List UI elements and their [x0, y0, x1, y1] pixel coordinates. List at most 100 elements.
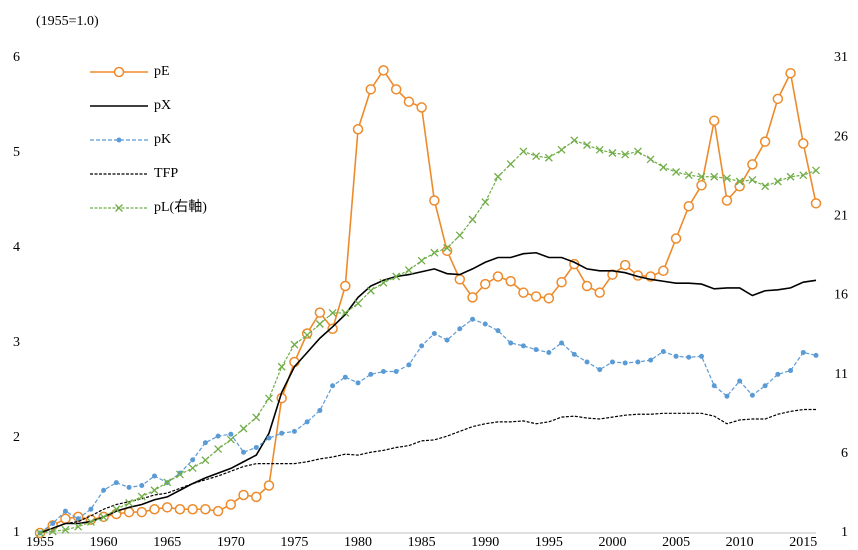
point: [495, 328, 501, 334]
point: [215, 433, 221, 439]
legend-label: TFP: [154, 166, 178, 181]
y-tick-label: 5: [13, 145, 20, 160]
point: [48, 527, 57, 536]
point: [609, 359, 615, 365]
point: [136, 506, 148, 518]
point: [50, 521, 56, 526]
point: [519, 147, 528, 156]
point: [686, 354, 692, 360]
point: [711, 383, 717, 389]
point: [786, 172, 795, 181]
x-tick-label: 1970: [217, 535, 245, 550]
point: [290, 340, 299, 349]
point: [393, 369, 399, 374]
point: [518, 287, 529, 298]
point: [670, 233, 682, 244]
point: [315, 320, 324, 328]
y-tick-label: 4: [13, 240, 20, 255]
point: [594, 287, 605, 298]
point: [772, 93, 784, 105]
point: [621, 150, 630, 159]
point: [263, 480, 275, 491]
point: [622, 360, 628, 366]
point: [543, 293, 555, 304]
point: [788, 368, 794, 374]
series-line: [39, 251, 817, 534]
x-tick-label: 1955: [26, 535, 54, 550]
point: [378, 65, 389, 76]
point: [571, 351, 577, 357]
point: [761, 182, 770, 191]
point: [708, 115, 720, 126]
point: [60, 513, 71, 524]
point: [330, 383, 336, 389]
point: [660, 349, 666, 355]
point: [544, 153, 553, 162]
point: [341, 308, 350, 317]
point: [419, 343, 425, 349]
x-tick-label: 1990: [471, 535, 499, 550]
point: [365, 84, 377, 95]
point: [581, 280, 593, 292]
point: [748, 175, 757, 184]
point: [188, 464, 197, 473]
point: [775, 371, 781, 377]
point: [352, 124, 364, 135]
x-tick-label: 2010: [726, 535, 754, 550]
point: [646, 155, 655, 164]
point: [810, 198, 822, 209]
point: [532, 152, 541, 161]
point: [101, 487, 107, 493]
point: [721, 195, 733, 206]
point: [175, 470, 184, 479]
point: [137, 492, 146, 501]
point: [241, 449, 247, 455]
point: [813, 352, 819, 358]
point: [699, 353, 705, 359]
point: [314, 307, 326, 318]
point: [734, 181, 745, 192]
point: [431, 331, 437, 336]
point: [126, 484, 132, 490]
point: [355, 380, 361, 386]
x-tick-label: 1960: [90, 535, 118, 550]
point: [342, 374, 348, 380]
point: [673, 353, 679, 359]
point: [226, 435, 235, 444]
point: [150, 486, 159, 495]
point: [252, 413, 261, 422]
point: [559, 340, 565, 346]
point: [74, 522, 83, 531]
point: [174, 504, 186, 515]
point: [506, 160, 515, 169]
x-tick-label: 1985: [408, 535, 436, 550]
point: [494, 172, 502, 181]
point: [251, 491, 262, 503]
point: [403, 96, 415, 107]
y2-tick-label: 11: [835, 367, 848, 382]
y2-tick-label: 6: [841, 446, 848, 461]
point: [455, 231, 464, 240]
series-line: [39, 318, 817, 534]
point: [291, 428, 297, 434]
point: [200, 504, 211, 515]
legend-label: pX: [154, 98, 171, 113]
point: [304, 419, 310, 425]
y2-tick-label: 1: [841, 525, 848, 540]
point: [99, 513, 108, 522]
point: [762, 383, 768, 389]
legend-label: pK: [154, 132, 171, 147]
point: [749, 392, 755, 398]
point: [163, 478, 172, 487]
point: [187, 504, 198, 515]
point: [239, 424, 248, 433]
point: [429, 195, 440, 206]
point: [75, 516, 81, 522]
legend-label: pL(右軸): [154, 199, 207, 215]
point: [125, 498, 134, 507]
y-tick-label: 2: [13, 430, 20, 445]
point: [86, 517, 95, 526]
y-tick-label: 6: [13, 50, 20, 65]
y-tick-label: 3: [13, 335, 20, 350]
